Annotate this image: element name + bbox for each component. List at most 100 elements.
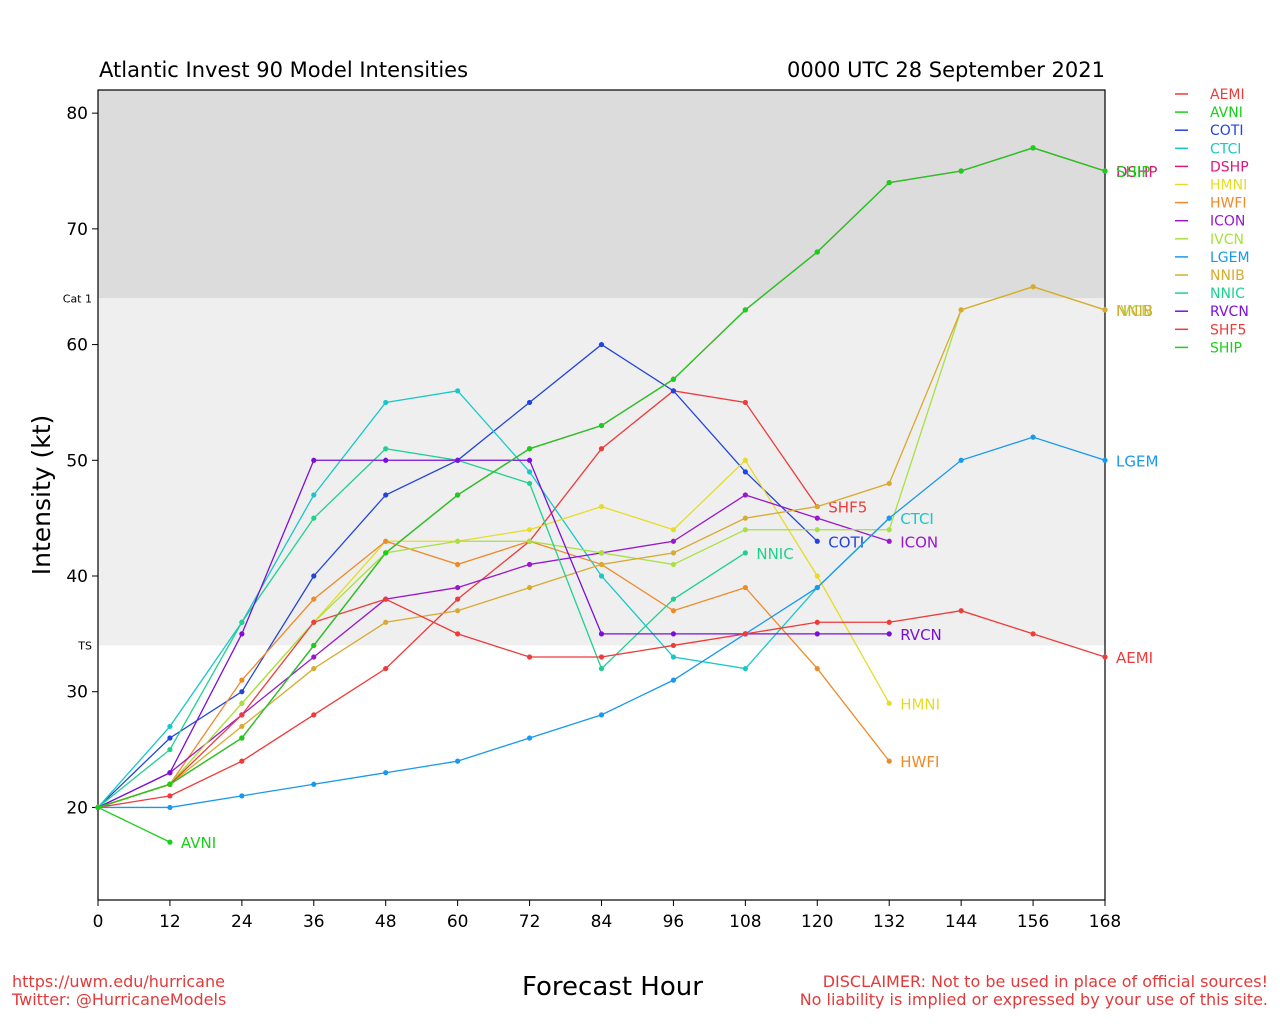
- legend-entry-ship: SHIP: [1210, 340, 1242, 356]
- footer-disclaimer: DISCLAIMER: Not to be used in place of o…: [800, 973, 1268, 1009]
- data-point-nnic: [670, 596, 677, 602]
- data-point-coti: [598, 341, 605, 348]
- data-point-hwfi: [742, 584, 748, 591]
- threshold-label-1: TS: [77, 639, 92, 652]
- data-point-lgem: [239, 793, 245, 799]
- data-point-shf5: [742, 631, 748, 637]
- data-point-hmni: [670, 527, 677, 533]
- data-point-icon: [814, 515, 820, 521]
- data-point-ivcn: [455, 538, 461, 544]
- series-line-ctci: [97, 390, 890, 808]
- data-point-shf5: [383, 596, 389, 602]
- data-point-nnic: [742, 550, 748, 556]
- y-tick-label: 20: [66, 798, 88, 818]
- y-tick-label: 60: [66, 336, 88, 356]
- data-point-ship: [1030, 145, 1036, 151]
- data-point-icon: [311, 654, 317, 660]
- data-point-lgem: [1030, 434, 1036, 440]
- data-point-nnib: [670, 550, 677, 556]
- data-point-shf5: [311, 619, 317, 625]
- series-line-hwfi: [97, 540, 890, 809]
- y-tick-label: 80: [66, 104, 88, 124]
- data-point-ship: [814, 249, 820, 255]
- data-point-ship: [742, 307, 748, 313]
- data-point-nnib: [1102, 307, 1108, 313]
- y-tick-label: 70: [66, 220, 88, 240]
- data-point-coti: [742, 469, 748, 475]
- data-point-nnib: [814, 503, 820, 510]
- data-point-ivcn: [886, 527, 892, 533]
- data-point-rvcn: [167, 770, 173, 776]
- data-point-nnic: [598, 665, 605, 672]
- series-end-label: ICON: [900, 533, 938, 551]
- disclaimer-line-1: DISCLAIMER: Not to be used in place of o…: [822, 972, 1268, 991]
- data-point-ivcn: [598, 550, 605, 556]
- data-point-aemi: [383, 665, 389, 672]
- series-end-label: SHF5: [828, 499, 867, 517]
- data-point-ctci: [311, 492, 317, 498]
- data-point-nnib: [383, 619, 389, 625]
- data-point-hmni: [598, 503, 605, 510]
- data-point-coti: [383, 492, 389, 498]
- legend-entry-icon: ICON: [1210, 214, 1245, 230]
- data-point-hwfi: [311, 596, 317, 602]
- legend-entry-dshp: DSHP: [1210, 159, 1249, 175]
- data-point-lgem: [311, 781, 317, 787]
- data-point-lgem: [1102, 457, 1108, 463]
- data-point-coti: [167, 735, 173, 741]
- data-point-lgem: [886, 515, 892, 521]
- data-point-hwfi: [383, 538, 389, 544]
- data-point-nnib: [1030, 284, 1036, 290]
- x-tick-label: 60: [447, 912, 469, 932]
- data-point-rvcn: [526, 457, 533, 463]
- data-point-nnib: [526, 584, 533, 591]
- data-point-icon: [526, 561, 533, 568]
- data-point-ship: [526, 446, 533, 452]
- data-point-hwfi: [239, 677, 245, 683]
- series-line-avni: [97, 806, 171, 843]
- data-point-coti: [311, 573, 317, 579]
- data-point-hmni: [526, 527, 533, 533]
- intensity-band-1: [98, 298, 1105, 646]
- data-point-ctci: [167, 723, 173, 730]
- data-point-ship: [958, 168, 964, 174]
- data-point-ship: [886, 179, 892, 186]
- legend-entry-shf5: SHF5: [1210, 322, 1246, 338]
- x-tick-label: 144: [945, 912, 977, 932]
- series-end-label: AEMI: [1116, 649, 1153, 667]
- data-point-lgem: [670, 677, 677, 683]
- data-point-lgem: [167, 804, 173, 811]
- data-point-ship: [311, 642, 317, 649]
- series-end-label: RVCN: [900, 626, 942, 644]
- footer-twitter[interactable]: Twitter: @HurricaneModels: [12, 990, 227, 1009]
- data-point-lgem: [958, 457, 964, 463]
- series-end-label: SHIP: [1116, 163, 1150, 181]
- x-tick-label: 84: [591, 912, 613, 932]
- x-tick-label: 156: [1017, 912, 1049, 932]
- chart-subtitle: 0000 UTC 28 September 2021: [786, 58, 1105, 82]
- data-point-shf5: [670, 642, 677, 649]
- data-point-shf5: [526, 654, 533, 660]
- y-tick-label: 40: [66, 567, 88, 587]
- data-point-avni: [167, 839, 173, 845]
- series-end-label: IVCN: [1116, 302, 1152, 320]
- data-point-nnic: [311, 515, 317, 521]
- series-end-label: NNIC: [756, 545, 793, 563]
- data-point-nnic: [239, 619, 245, 625]
- data-point-nnic: [383, 446, 389, 452]
- data-point-ctci: [598, 573, 605, 579]
- data-point-nnic: [526, 480, 533, 487]
- legend-entry-coti: COTI: [1210, 123, 1243, 139]
- data-point-shf5: [814, 619, 820, 625]
- data-point-ship: [455, 492, 461, 498]
- data-point-ctci: [670, 654, 677, 660]
- data-point-ctci: [742, 665, 748, 672]
- x-tick-label: 120: [801, 912, 833, 932]
- x-tick-label: 48: [375, 912, 397, 932]
- footer-url[interactable]: https://uwm.edu/hurricane: [12, 972, 225, 991]
- data-point-coti: [670, 388, 677, 394]
- data-point-ctci: [383, 399, 389, 406]
- legend-entry-rvcn: RVCN: [1210, 304, 1249, 320]
- data-point-coti: [814, 538, 820, 544]
- data-point-icon: [670, 538, 677, 544]
